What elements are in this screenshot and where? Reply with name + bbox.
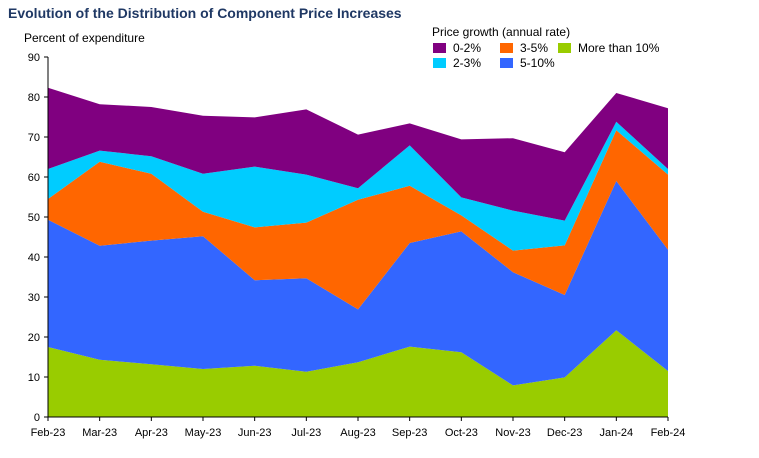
y-tick-label: 70	[28, 132, 40, 144]
x-tick-label: Aug-23	[340, 427, 375, 439]
legend-swatch	[433, 43, 446, 53]
legend-label: 0-2%	[453, 41, 481, 55]
area-series-2-3pct	[48, 121, 668, 251]
y-tick-label: 0	[34, 412, 40, 424]
x-tick-label: Nov-23	[495, 427, 530, 439]
x-tick-label: Feb-23	[31, 427, 66, 439]
y-tick-label: 60	[28, 172, 40, 184]
legend-label: 2-3%	[453, 56, 481, 70]
y-tick-label: 30	[28, 292, 40, 304]
area-series-0-2pct	[48, 87, 668, 221]
x-tick-label: Jun-23	[238, 427, 272, 439]
y-tick-label: 80	[28, 92, 40, 104]
y-axis-label: Percent of expenditure	[24, 31, 145, 45]
legend-swatch	[500, 43, 513, 53]
x-tick-label: Jan-24	[600, 427, 634, 439]
x-tick-label: Sep-23	[392, 427, 427, 439]
legend-title: Price growth (annual rate)	[432, 25, 570, 39]
x-tick-label: Dec-23	[547, 427, 582, 439]
legend-swatch	[500, 58, 513, 68]
x-tick-label: Oct-23	[445, 427, 478, 439]
legend-label: More than 10%	[578, 41, 660, 55]
x-tick-label: Jul-23	[291, 427, 321, 439]
y-tick-label: 90	[28, 52, 40, 64]
area-series-5-10pct	[48, 181, 668, 386]
x-tick-label: Feb-24	[651, 427, 686, 439]
chart-title: Evolution of the Distribution of Compone…	[8, 5, 402, 21]
area-series-3-5pct	[48, 130, 668, 310]
legend-swatch	[433, 58, 446, 68]
y-tick-label: 50	[28, 212, 40, 224]
x-tick-label: May-23	[185, 427, 222, 439]
area-series-more-than-10pct	[48, 330, 668, 417]
y-tick-label: 40	[28, 252, 40, 264]
legend-label: 5-10%	[520, 56, 555, 70]
y-tick-label: 10	[28, 372, 40, 384]
y-tick-label: 20	[28, 332, 40, 344]
x-tick-label: Mar-23	[82, 427, 117, 439]
legend-swatch	[558, 43, 571, 53]
legend-label: 3-5%	[520, 41, 548, 55]
x-tick-label: Apr-23	[135, 427, 168, 439]
